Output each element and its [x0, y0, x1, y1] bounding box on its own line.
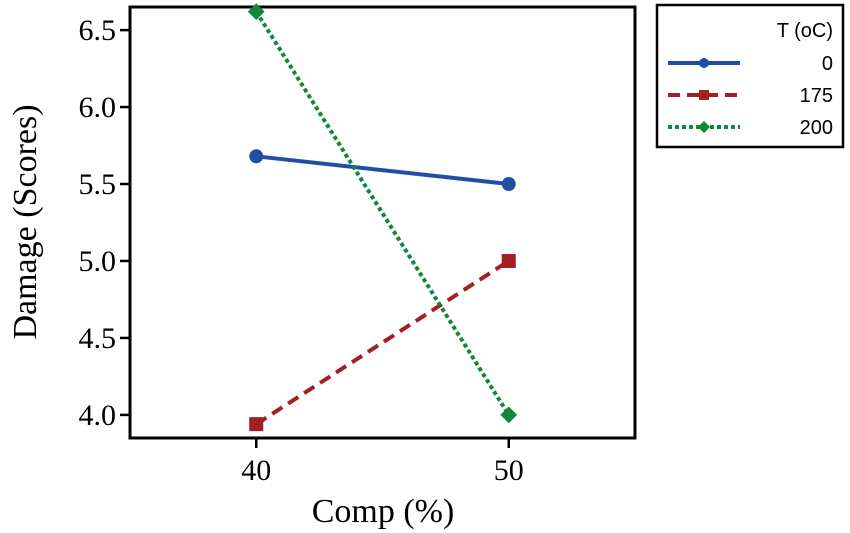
series-0: [249, 149, 516, 192]
y-tick-label: 6.5: [79, 14, 117, 47]
legend-marker: [699, 90, 709, 100]
data-point: [501, 177, 516, 192]
legend-label: 0: [822, 53, 833, 75]
x-tick-label: 40: [241, 454, 271, 487]
legend-label: 175: [800, 85, 833, 107]
x-axis: 40 50: [241, 438, 524, 487]
series-200: [247, 3, 518, 424]
data-point: [501, 253, 516, 268]
legend: T (oC) 0 175 200: [655, 3, 845, 149]
x-tick-label: 50: [494, 454, 524, 487]
legend-marker: [699, 58, 709, 68]
legend-entry: 200: [668, 117, 833, 139]
y-tick-label: 5.0: [79, 245, 117, 278]
legend-entry: 0: [668, 53, 833, 75]
legend-label: 200: [800, 117, 833, 139]
legend-marker: [698, 121, 710, 133]
data-point: [500, 406, 518, 424]
data-point: [247, 3, 265, 21]
series-line: [256, 154, 509, 187]
y-tick-label: 6.0: [79, 91, 117, 124]
legend-box: [655, 3, 845, 149]
series-175: [249, 253, 516, 432]
data-point: [249, 149, 264, 164]
legend-title: T (oC): [777, 20, 833, 42]
y-axis: 4.0 4.5 5.0 5.5 6.0 6.5: [79, 14, 130, 432]
y-tick-label: 5.5: [79, 168, 117, 201]
data-point: [249, 417, 264, 432]
y-tick-label: 4.0: [79, 399, 117, 432]
plot-frame: [128, 5, 637, 440]
series-layer: [247, 3, 518, 432]
series-line: [254, 10, 511, 416]
series-line: [255, 259, 510, 426]
legend-entry: 175: [668, 85, 833, 107]
y-axis-title: Damage (Scores): [7, 104, 44, 339]
x-axis-title: Comp (%): [312, 493, 455, 530]
y-tick-label: 4.5: [79, 322, 117, 355]
